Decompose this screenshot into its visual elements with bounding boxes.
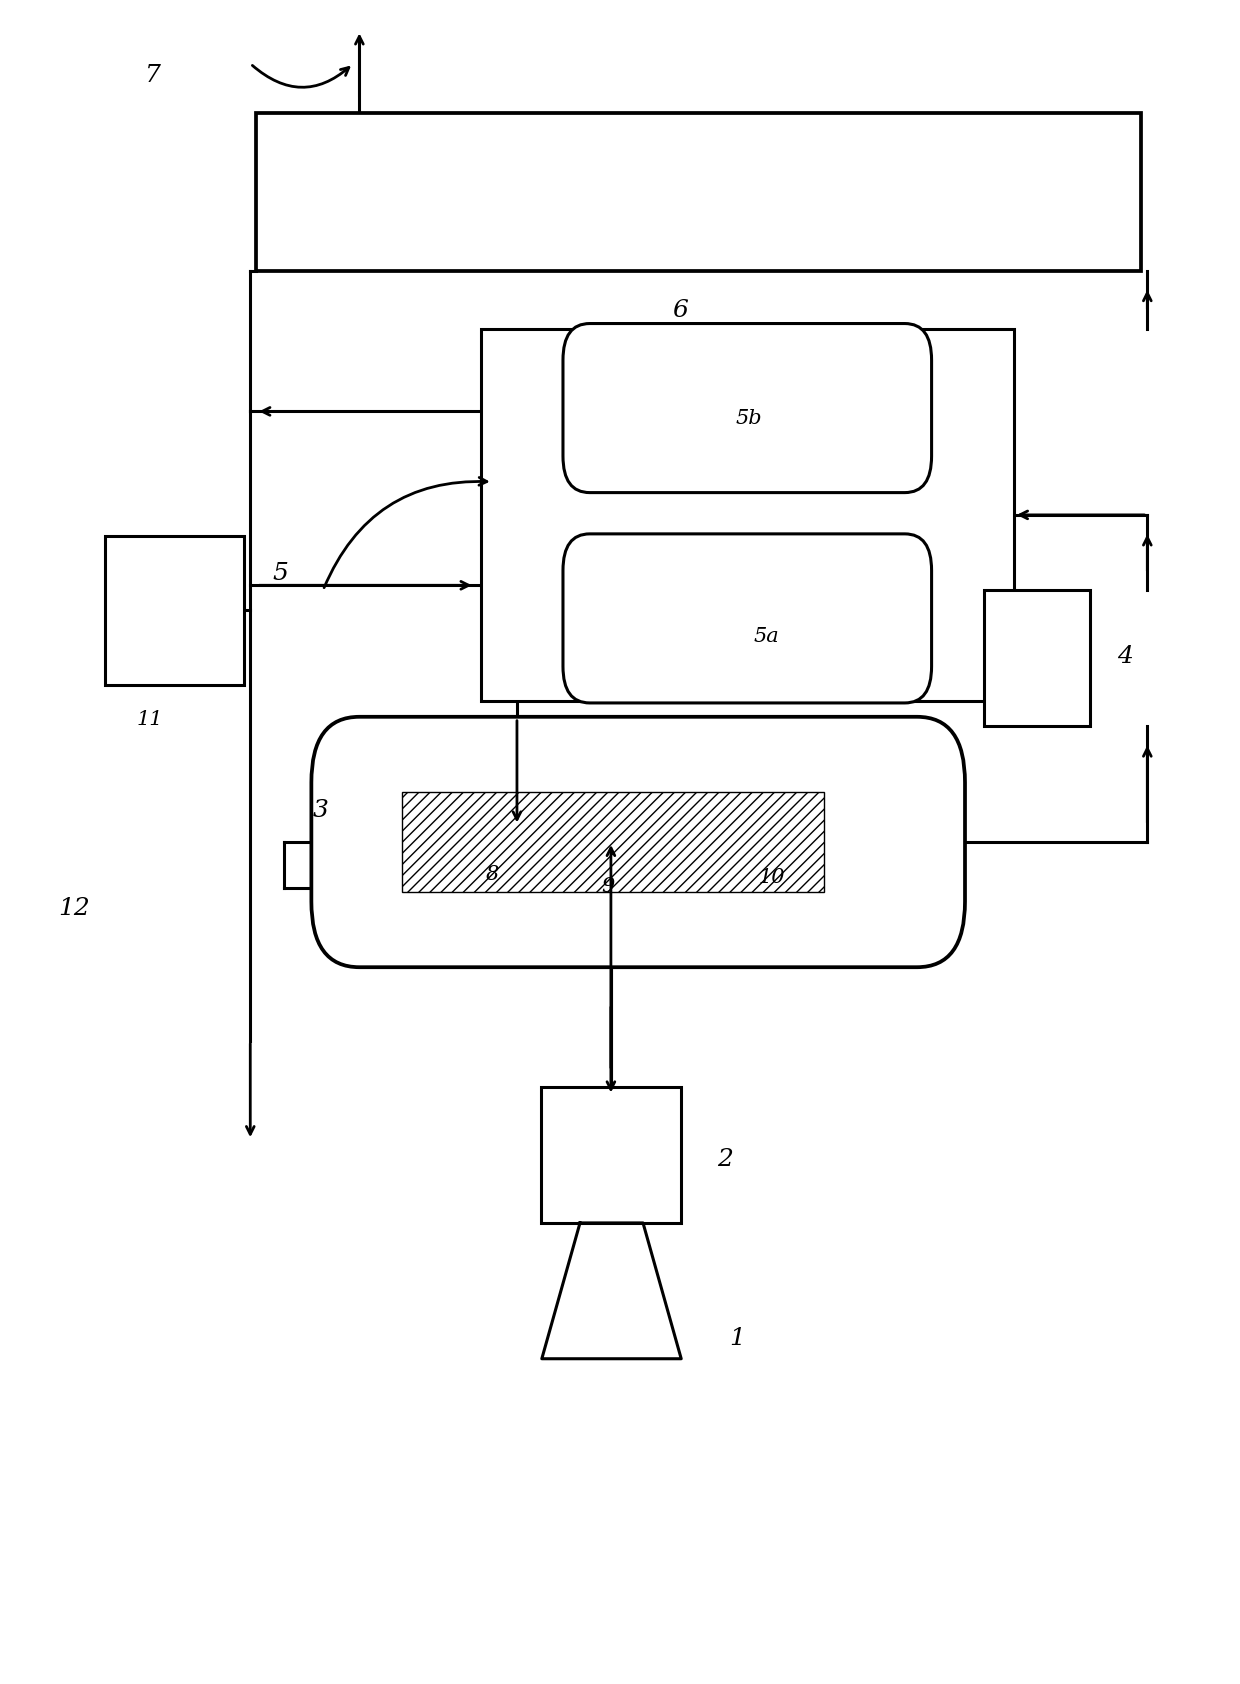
FancyBboxPatch shape (311, 717, 965, 967)
Text: 10: 10 (759, 869, 785, 887)
Text: 12: 12 (58, 898, 91, 919)
Text: 2: 2 (717, 1148, 733, 1172)
Text: 4: 4 (1117, 645, 1133, 669)
Bar (257, 113, 1141, 271)
Text: 5a: 5a (754, 626, 779, 647)
Text: 1: 1 (729, 1327, 745, 1351)
Bar (481, 328, 1014, 701)
Text: 9: 9 (601, 877, 615, 896)
Bar (983, 591, 1090, 726)
FancyBboxPatch shape (563, 534, 931, 702)
Bar (105, 536, 244, 685)
Text: 7: 7 (145, 64, 161, 86)
Bar (402, 791, 823, 893)
Text: 11: 11 (136, 709, 162, 729)
Bar (541, 1088, 681, 1223)
Text: 3: 3 (312, 798, 329, 822)
Text: 5: 5 (273, 562, 289, 586)
Text: 8: 8 (486, 866, 500, 884)
Text: 5b: 5b (735, 409, 761, 428)
Text: 6: 6 (672, 298, 688, 322)
FancyBboxPatch shape (563, 323, 931, 493)
